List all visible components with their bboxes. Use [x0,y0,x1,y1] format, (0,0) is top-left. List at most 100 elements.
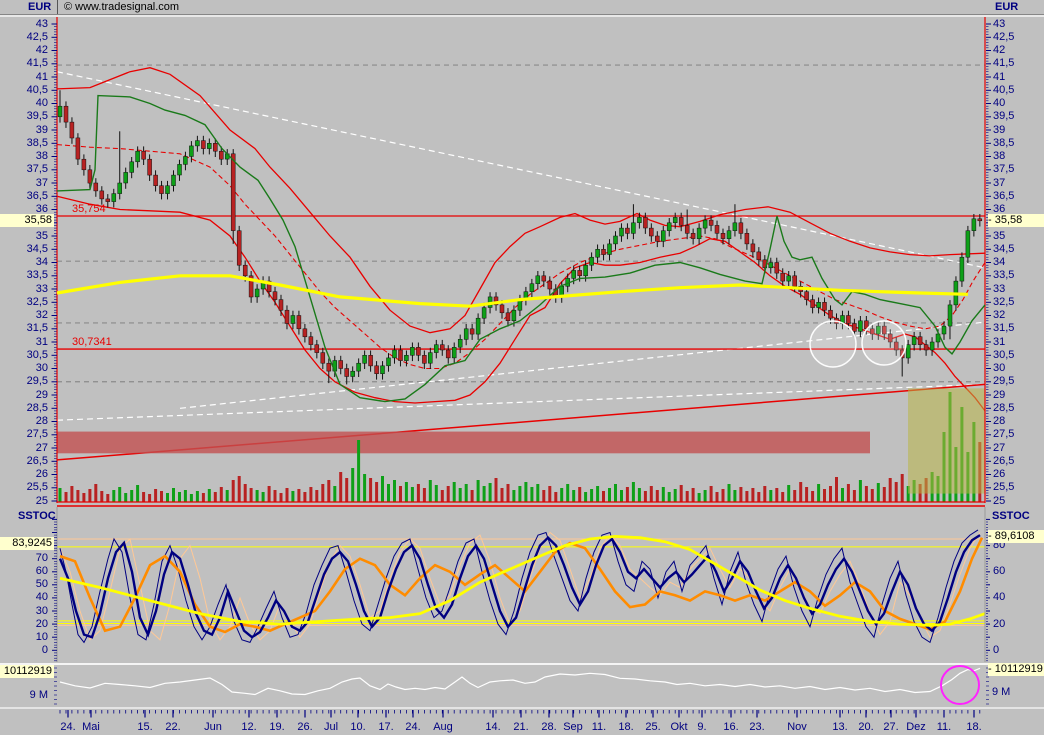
descending-resistance [56,71,986,269]
volume-bar [70,486,74,502]
date-label: Mai [82,721,100,733]
candle-body [696,227,702,239]
price-tick-label: 28,5 [26,401,48,414]
volume-bar [864,486,868,502]
volume-bar [620,490,623,502]
chart-header [0,0,1044,15]
candle-body [207,143,212,149]
price-tick-label: 27,5 [26,428,48,441]
candle-body [434,344,439,353]
candle-body [804,291,809,300]
volume-bar [297,489,301,502]
volume-bar [219,487,223,502]
candle-body [792,275,797,287]
candle-body [643,217,648,229]
volume-bar [882,487,886,502]
candle-body [451,347,457,359]
volume-bar [846,484,850,502]
candle-body [876,325,881,335]
candle-body [201,140,206,149]
price-tick-label: 41,5 [993,57,1015,70]
candle-body [272,291,278,300]
price-tick-label: 38,5 [26,136,48,149]
candle-body [386,357,391,367]
candle-body [666,222,672,231]
price-tick-label: 30,5 [26,348,48,361]
price-tick-label: 30 [35,362,48,374]
candle-body [105,198,111,202]
volume-bar [363,474,367,502]
price-tick-label: 34 [993,256,1006,268]
price-tick-label: 40 [993,97,1006,109]
volume-bar [112,490,116,502]
price-tick-label: 39,5 [993,110,1015,123]
price-tick-label: 33 [35,282,48,295]
candle-body [672,217,678,223]
candle-body [828,309,833,319]
volume-bar [428,480,432,502]
volume-bar [279,493,283,502]
price-tick-label: 29 [35,388,48,401]
volume-bar [852,490,856,502]
volume-bar [721,489,725,502]
volume-bar [858,480,862,502]
price-tick-label: 32,5 [993,295,1015,308]
volume-bar [888,478,892,502]
price-tick-label: 37 [35,176,48,189]
volume-bar [667,492,671,502]
price-tick-label: 35 [35,229,48,242]
price-tick-label: 43 [35,17,48,30]
volume-bar [225,490,229,502]
volume-bar [805,487,809,502]
candle-body [619,227,624,237]
candle-body [230,153,236,231]
volume-bar [566,484,570,502]
price-tick-label: 25 [993,494,1006,507]
candle-body [81,158,87,171]
volume-bar [237,476,241,502]
price-tick-label: 38,5 [993,136,1015,149]
candle-body [649,227,654,237]
volume-bar [554,492,558,502]
price-tick-label: 38 [35,150,48,162]
price-tick-label: 31,5 [26,322,48,335]
volume-bar [249,488,253,502]
volume-bar [697,493,701,502]
sstoc-tick-label: 70 [35,552,48,565]
volume-bar [166,493,169,502]
volume-bar [631,482,635,502]
volume-bar [327,480,331,502]
candle-body [577,270,582,276]
volume-bar [154,489,158,502]
candle-body [726,230,732,239]
volume-bar [106,494,110,502]
candle-body [440,344,445,351]
candle-body [732,222,738,231]
volume-bar [291,491,295,502]
sstoc-label-left: SSTOC [18,510,56,522]
candle-body [362,355,367,364]
volume-bar [751,488,755,502]
momentum-annotation-circle [940,665,980,705]
candle-body [846,315,851,324]
candle-body [117,182,122,194]
candle-body [338,360,343,369]
candle-body [428,352,433,364]
breakout-zone [908,388,985,494]
candle-body [290,315,296,324]
candle-body [529,283,535,292]
yellow-ma [56,274,969,308]
volume-bar [452,482,456,502]
price-tick-label: 40,5 [26,83,48,96]
volume-bar [829,486,832,502]
volume-bar [482,486,486,502]
volume-bar [823,489,826,502]
candle-body [702,219,708,229]
volume-bar [542,490,546,502]
candle-body [123,172,128,184]
bollinger-upper [56,67,986,334]
price-tick-label: 31 [993,335,1006,348]
volume-bar [757,492,761,502]
volume-bar [745,491,749,502]
